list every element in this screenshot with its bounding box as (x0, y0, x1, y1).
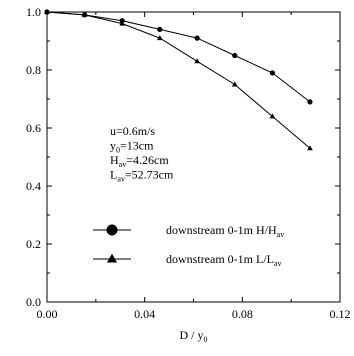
triangle-point (44, 9, 50, 14)
x-tick-label: 0.04 (134, 307, 155, 321)
triangle-point (194, 58, 201, 64)
legend-circle-marker (106, 224, 118, 236)
series-line (46, 11, 311, 149)
x-tick-label: 0.00 (37, 307, 58, 321)
circle-point (232, 52, 238, 59)
y-tick-label: 0.2 (26, 237, 41, 251)
circle-point (307, 99, 313, 105)
legend-label: downstream 0-1m H/Hav (166, 223, 284, 239)
y-tick-label: 1.0 (26, 5, 41, 19)
series-1 (44, 9, 313, 105)
triangle-point (81, 11, 88, 17)
x-tick-label: 0.08 (232, 307, 253, 321)
triangle-point (269, 113, 276, 119)
condition-annotation: Hav=4.26cm (110, 153, 169, 169)
legend: downstream 0-1m H/Hav downstream 0-1m L/L… (93, 223, 284, 268)
x-axis-label: D / y0 (180, 328, 208, 344)
legend-triangle-marker (106, 253, 118, 263)
circle-point (157, 26, 163, 32)
y-tick-label: 0.8 (26, 63, 41, 77)
condition-annotation: u=0.6m/s (110, 124, 155, 138)
circle-point (269, 70, 275, 76)
legend-entry-2: downstream 0-1m L/Lav (93, 252, 282, 268)
triangle-point (156, 35, 163, 41)
data-series (44, 9, 313, 151)
triangle-point (231, 81, 238, 87)
condition-annotation: y0=13cm (110, 139, 154, 155)
series-line (46, 11, 311, 103)
triangle-point (307, 145, 313, 151)
triangle-point (119, 20, 126, 26)
legend-label: downstream 0-1m L/Lav (166, 252, 282, 268)
circle-point (194, 35, 200, 41)
y-tick-label: 0.0 (26, 295, 41, 309)
y-tick-label: 0.6 (26, 121, 41, 135)
x-tick-label: 0.12 (330, 307, 351, 321)
condition-annotation: Lav=52.73cm (110, 168, 174, 184)
legend-entry-1: downstream 0-1m H/Hav (93, 223, 284, 239)
tick-labels: 0.0 0.2 0.4 0.6 0.8 1.0 0.00 0.04 0.08 0.12 (26, 5, 351, 321)
y-tick-label: 0.4 (26, 179, 41, 193)
x-axis-title: D / y0 (180, 328, 208, 344)
series-2 (44, 9, 313, 151)
